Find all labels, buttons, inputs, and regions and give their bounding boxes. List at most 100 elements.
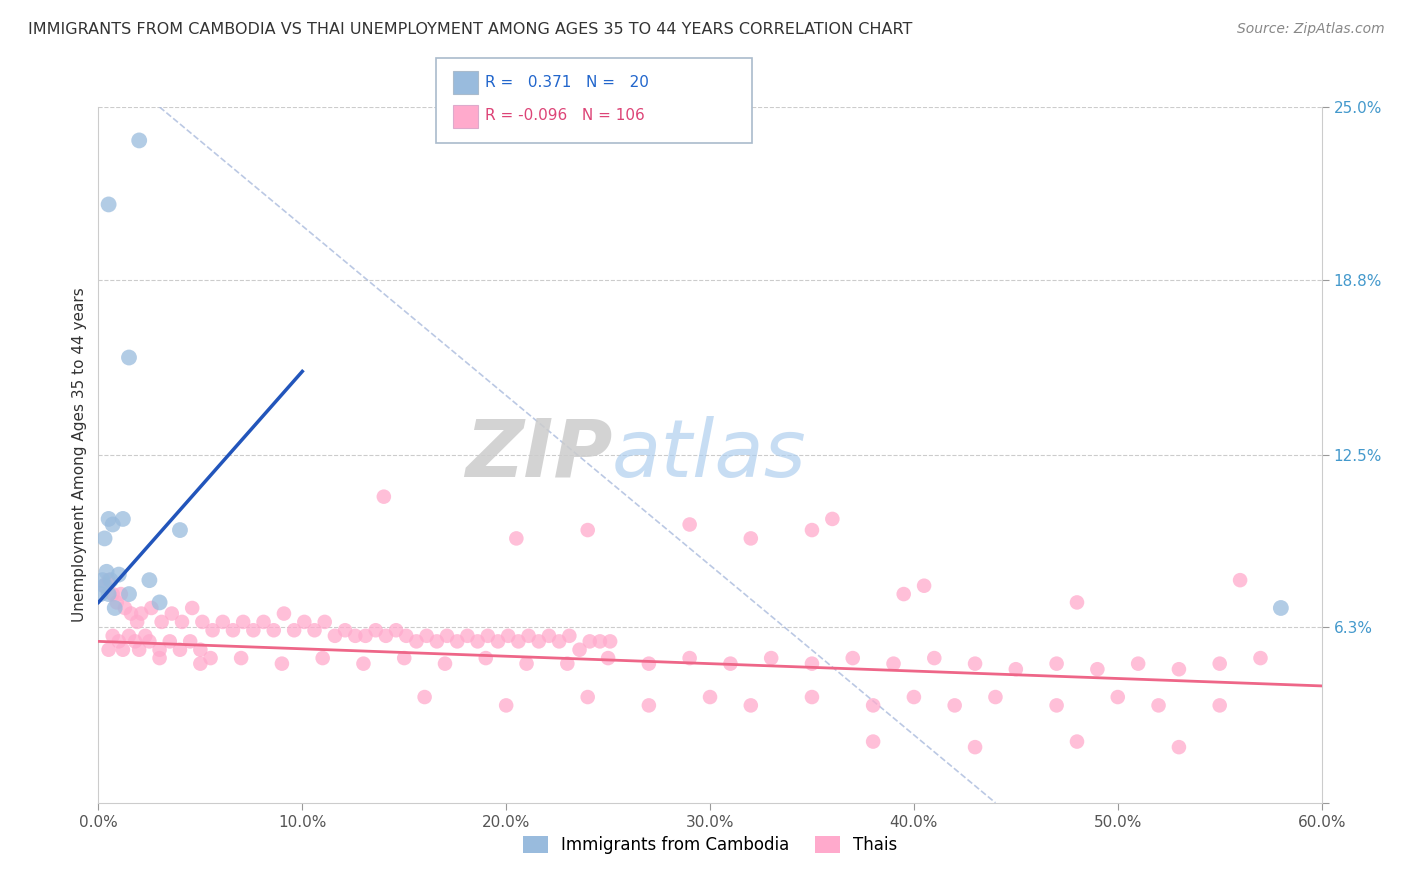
Point [373,490,395,504]
Point [568,642,591,657]
Point [477,629,499,643]
Point [270,657,294,671]
Point [395,629,418,643]
Point [801,690,824,704]
Point [1208,657,1232,671]
Point [304,624,326,638]
Point [111,512,134,526]
Point [821,512,844,526]
Point [93,532,115,546]
Point [128,133,150,147]
Point [841,651,863,665]
Point [446,634,468,648]
Point [548,634,571,648]
Point [263,624,285,638]
Point [231,651,253,665]
Point [169,523,191,537]
Point [108,567,131,582]
Point [101,517,124,532]
Point [160,607,183,621]
Point [93,579,115,593]
Point [1045,698,1069,713]
Point [118,629,141,643]
Point [141,601,163,615]
Point [97,587,120,601]
Point [740,698,762,713]
Point [467,634,489,648]
Point [149,651,172,665]
Point [97,642,120,657]
Point [1270,601,1292,615]
Point [120,607,142,621]
Point [392,651,416,665]
Point [699,690,721,704]
Legend: Immigrants from Cambodia, Thais: Immigrants from Cambodia, Thais [516,829,904,861]
Point [740,532,762,546]
Point [759,651,782,665]
Point [211,615,233,629]
Point [862,734,884,748]
Point [558,629,581,643]
Point [111,642,134,657]
Point [96,565,118,579]
Text: ZIP: ZIP [465,416,612,494]
Point [352,657,374,671]
Point [354,629,377,643]
Point [436,629,458,643]
Point [596,651,619,665]
Point [252,615,274,629]
Point [1167,662,1189,676]
Point [474,651,498,665]
Point [679,651,702,665]
Point [333,624,356,638]
Point [149,595,172,609]
Point [385,624,408,638]
Point [1167,740,1189,755]
Point [97,512,120,526]
Text: R = -0.096   N = 106: R = -0.096 N = 106 [485,109,645,123]
Point [323,629,346,643]
Point [1249,651,1271,665]
Point [433,657,456,671]
Point [91,573,114,587]
Point [517,629,540,643]
Point [637,657,661,671]
Point [679,517,702,532]
Point [599,634,621,648]
Point [312,651,335,665]
Point [114,601,136,615]
Point [984,690,1007,704]
Point [576,523,599,537]
Point [283,624,305,638]
Point [505,532,527,546]
Point [97,197,120,211]
Point [801,657,824,671]
Point [149,642,172,657]
Point [124,634,146,648]
Point [1085,662,1108,676]
Point [188,642,212,657]
Point [104,601,127,615]
Point [118,587,141,601]
Text: R =   0.371   N =   20: R = 0.371 N = 20 [485,75,650,89]
Point [537,629,560,643]
Point [200,651,222,665]
Point [97,573,120,587]
Point [273,607,295,621]
Point [413,690,436,704]
Point [883,657,905,671]
Point [576,690,599,704]
Point [495,698,517,713]
Point [496,629,519,643]
Point [344,629,367,643]
Point [1066,595,1088,609]
Point [1128,657,1150,671]
Point [589,634,612,648]
Point [242,624,264,638]
Point [1045,657,1069,671]
Point [170,615,193,629]
Point [201,624,224,638]
Point [105,595,128,609]
Point [101,587,124,601]
Point [118,351,141,365]
